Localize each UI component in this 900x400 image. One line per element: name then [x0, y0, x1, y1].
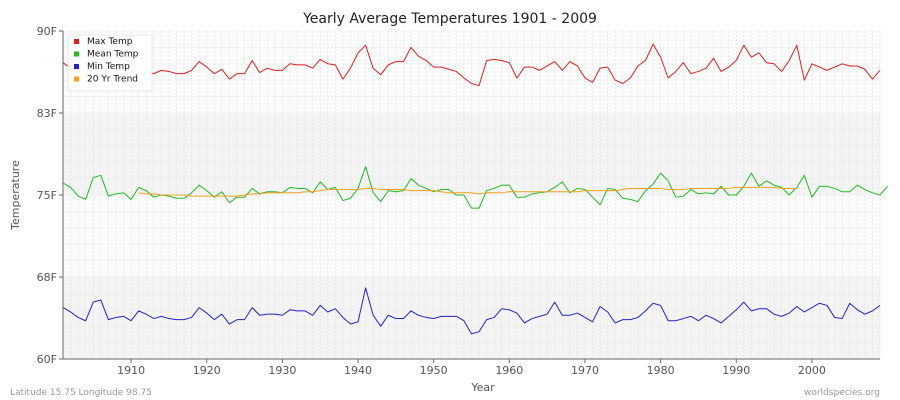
y-tick-label: 60F	[37, 353, 57, 366]
x-tick-label: 2000	[798, 364, 826, 377]
x-tick-label: 1940	[344, 364, 372, 377]
y-axis-label: Temperature	[9, 160, 22, 231]
legend-box	[67, 34, 153, 92]
x-tick-label: 1930	[268, 364, 296, 377]
legend: Max Temp Mean Temp Min Temp 20 Yr Trend	[67, 34, 153, 92]
series-lines	[62, 43, 888, 335]
legend-label: Mean Temp	[87, 50, 139, 60]
x-tick-label: 1960	[495, 364, 523, 377]
legend-swatch	[74, 76, 79, 82]
y-tick-label: 83F	[37, 107, 57, 120]
legend-swatch	[74, 64, 79, 69]
legend-label: 20 Yr Trend	[87, 75, 138, 85]
series-line-max-temp	[62, 43, 881, 87]
series-line-mean-temp	[62, 166, 888, 209]
y-axis-ticks: 60F 68F 75F 83F 90F	[37, 25, 63, 366]
background-band	[63, 277, 880, 359]
chart-title: Yearly Average Temperatures 1901 - 2009	[302, 11, 597, 27]
legend-swatch	[74, 51, 79, 57]
location-label: Latitude 15.75 Longitude 98.75	[10, 388, 152, 398]
source-label: worldspecies.org	[804, 388, 880, 398]
x-tick-label: 1990	[722, 364, 750, 377]
y-tick-label: 90F	[37, 25, 57, 38]
x-tick-label: 1920	[193, 364, 221, 377]
x-tick-label: 1980	[647, 364, 675, 377]
background-band	[63, 113, 880, 195]
series-line-min-temp	[62, 287, 881, 335]
legend-label: Max Temp	[87, 37, 133, 47]
x-tick-label: 1910	[117, 364, 145, 377]
x-axis-ticks: 1910 1920 1930 1940 1950 1960 1970 1980 1990 2000	[117, 359, 826, 377]
horizontal-gridlines	[63, 30, 880, 360]
y-tick-label: 75F	[37, 189, 57, 202]
series-line-20-yr-trend	[138, 186, 797, 197]
x-axis-label: Year	[470, 381, 495, 394]
legend-label: Min Temp	[87, 62, 130, 72]
x-tick-label: 1970	[571, 364, 599, 377]
x-tick-label: 1950	[420, 364, 448, 377]
y-tick-label: 68F	[37, 271, 57, 284]
legend-swatch	[74, 39, 79, 44]
